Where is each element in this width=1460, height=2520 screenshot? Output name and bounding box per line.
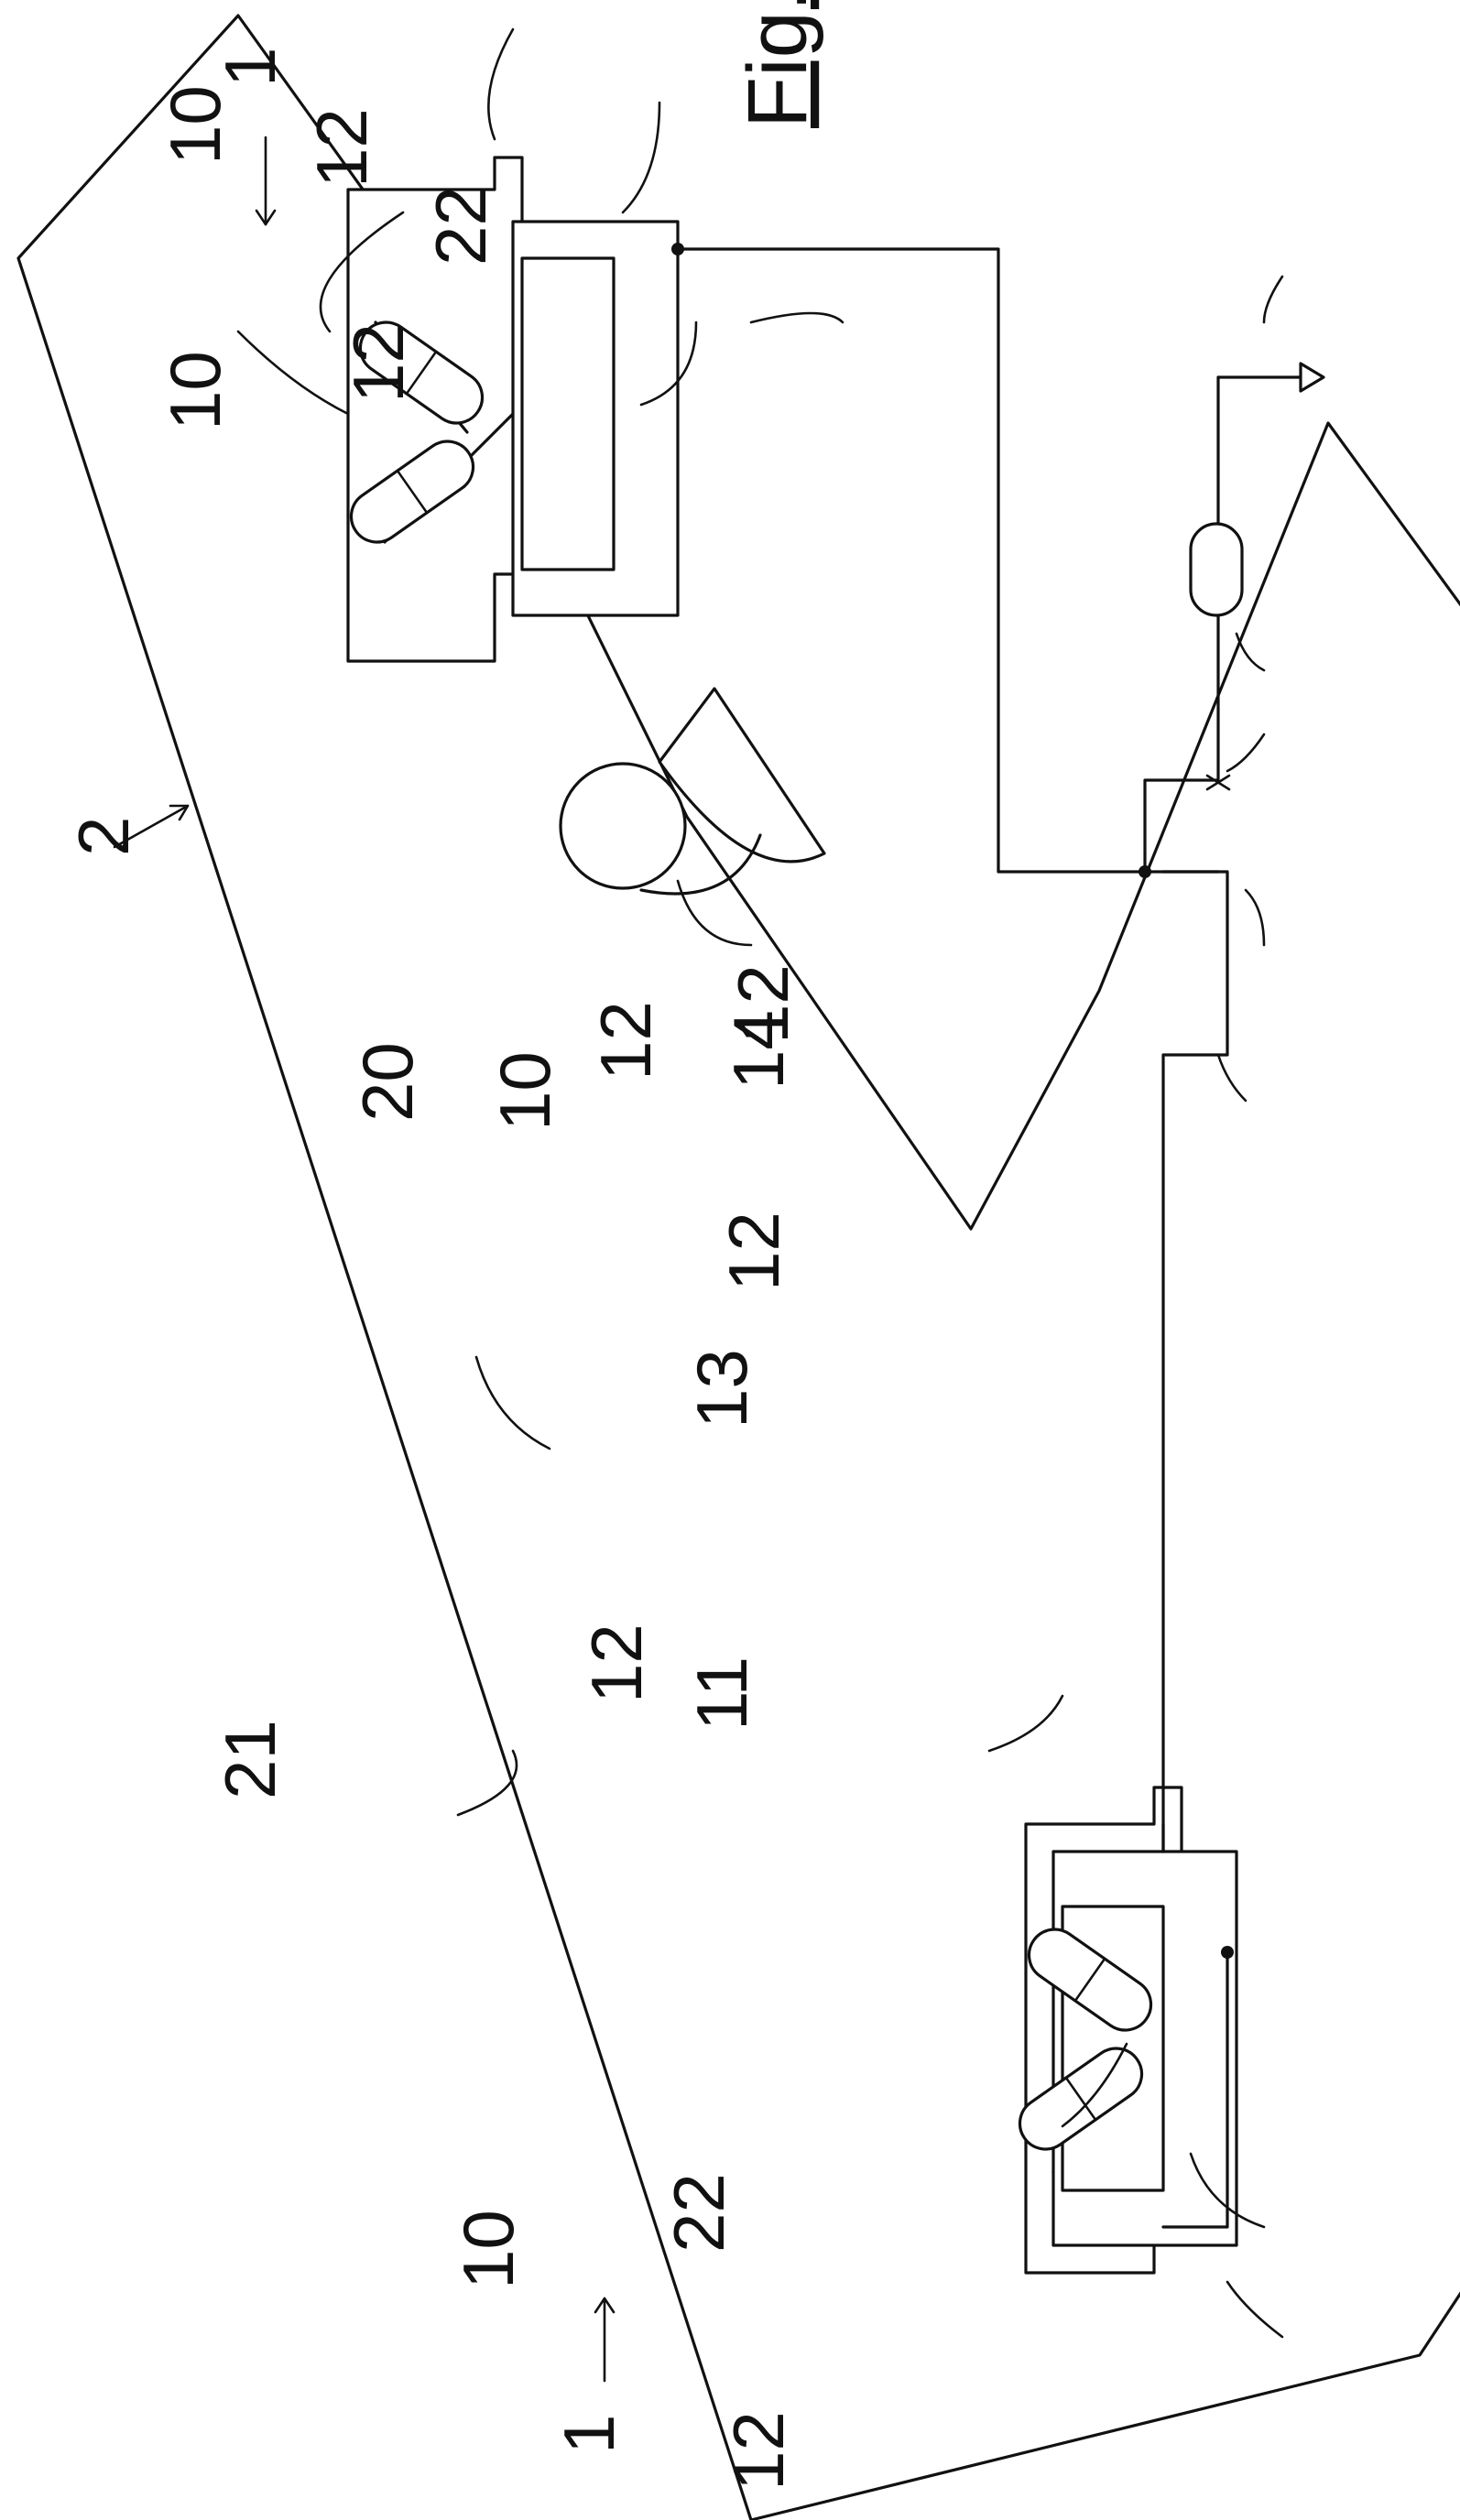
- ref-20: 20: [347, 1042, 428, 1122]
- supply-arrow: [1301, 364, 1324, 391]
- figure-title: Fig. 5: [731, 0, 824, 128]
- ref-1-bottom: 1: [549, 2415, 629, 2454]
- ref-10-c: 10: [485, 1051, 565, 1131]
- suspension-unit-top: [342, 158, 678, 661]
- ref-12-f: 12: [714, 1211, 794, 1291]
- valve-and-supply: [1191, 364, 1324, 789]
- ref-13: 13: [681, 1349, 762, 1428]
- suspension-unit-bottom: [1010, 1787, 1237, 2273]
- ref-22-a: 22: [420, 186, 501, 266]
- ref-1-top: 1: [210, 48, 290, 87]
- ref-14: 14: [718, 1010, 799, 1090]
- ref-12-g: 12: [718, 2411, 799, 2491]
- central-element: [561, 689, 824, 894]
- air-spring-box-bottom: [1053, 1852, 1237, 2245]
- ref-21: 21: [210, 1720, 290, 1799]
- ref-10-d: 10: [448, 2210, 528, 2289]
- ref-12-c: 12: [576, 1624, 657, 1703]
- ref-12-d: 12: [585, 1001, 666, 1081]
- ref-10-b: 10: [155, 351, 235, 430]
- ref-11: 11: [681, 1656, 762, 1731]
- ref-22-b: 22: [659, 2173, 739, 2253]
- ref-12-a: 12: [301, 108, 382, 188]
- ref-12-b: 12: [338, 323, 419, 403]
- ref-10-a: 10: [155, 85, 235, 165]
- air-spring-box-top: [513, 222, 678, 615]
- reservoir: [1191, 524, 1242, 615]
